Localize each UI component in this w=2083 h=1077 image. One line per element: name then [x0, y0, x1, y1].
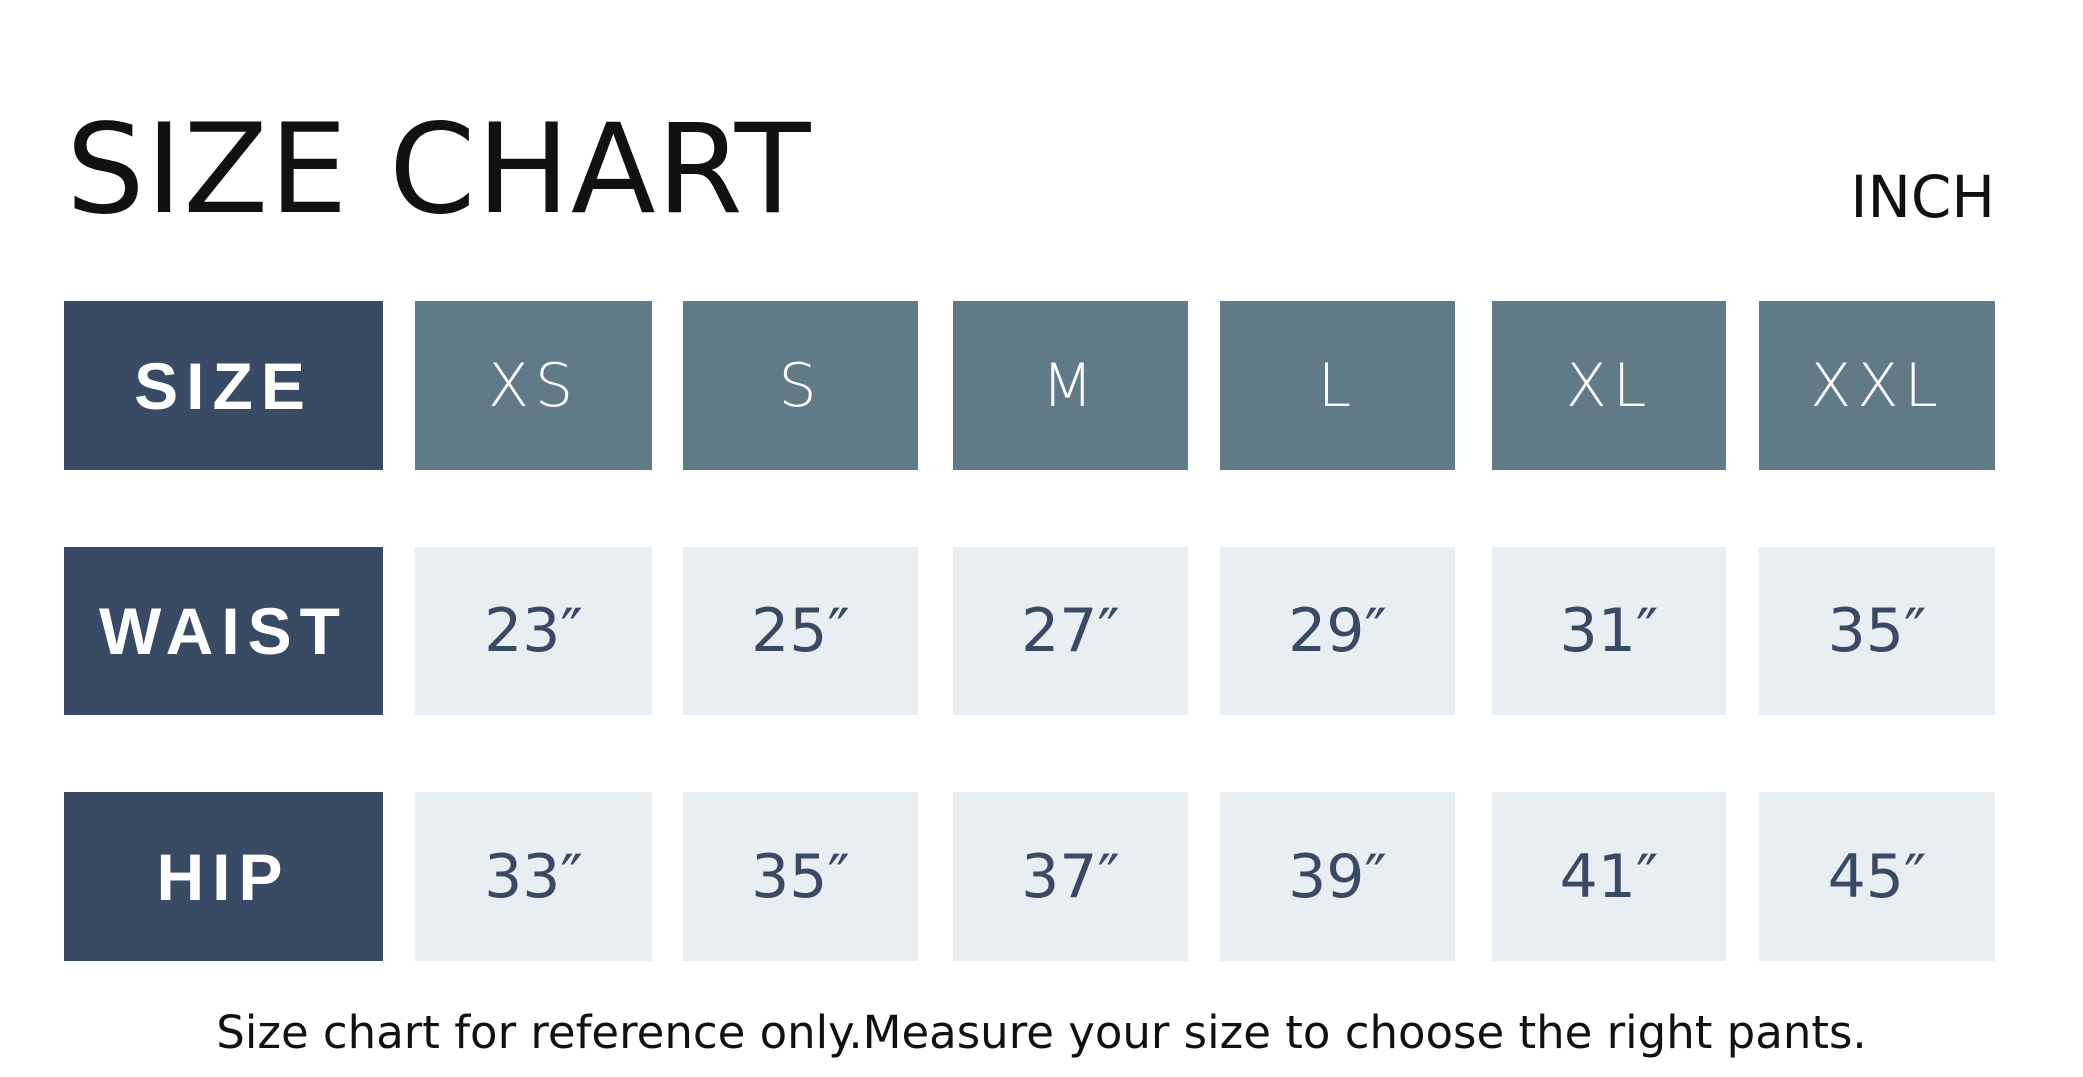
size-header-cell: XL [1492, 301, 1726, 470]
hip-value-cell: 45″ [1759, 792, 1995, 961]
hip-value-cell: 35″ [683, 792, 918, 961]
waist-value-cell: 27″ [953, 547, 1188, 715]
size-header-cell: L [1220, 301, 1455, 470]
hip-value-cell: 41″ [1492, 792, 1726, 961]
size-header-cell: XXL [1759, 301, 1995, 470]
waist-value-cell: 29″ [1220, 547, 1455, 715]
unit-label: INCH [1850, 163, 1995, 231]
row-header-waist: WAIST [64, 547, 383, 715]
size-header-cell: M [953, 301, 1188, 470]
page-title: SIZE CHART [66, 98, 812, 242]
footer-note: Size chart for reference only.Measure yo… [216, 1006, 1867, 1059]
hip-value-cell: 33″ [415, 792, 652, 961]
waist-value-cell: 31″ [1492, 547, 1726, 715]
hip-value-cell: 37″ [953, 792, 1188, 961]
size-header-cell: XS [415, 301, 652, 470]
hip-value-cell: 39″ [1220, 792, 1455, 961]
size-header-cell: S [683, 301, 918, 470]
waist-value-cell: 25″ [683, 547, 918, 715]
waist-value-cell: 23″ [415, 547, 652, 715]
row-header-hip: HIP [64, 792, 383, 961]
waist-value-cell: 35″ [1759, 547, 1995, 715]
row-header-size: SIZE [64, 301, 383, 470]
